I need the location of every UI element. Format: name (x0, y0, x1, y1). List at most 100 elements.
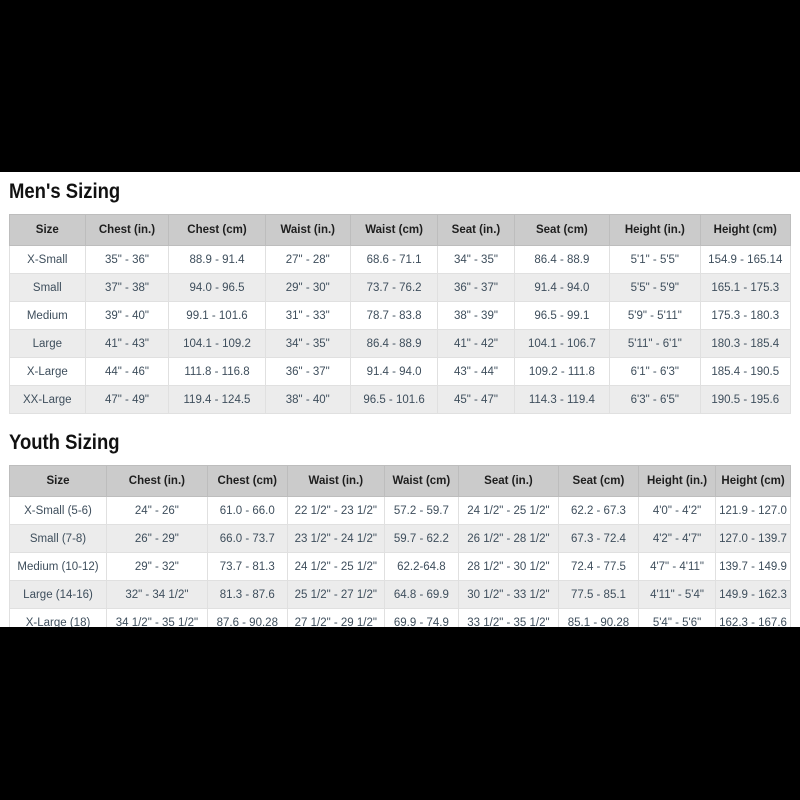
table-cell: 73.7 - 76.2 (349, 273, 439, 302)
header-row: Size Chest (in.) Chest (cm) Waist (in.) Wais… (8, 465, 791, 497)
table-cell: 4'2" - 4'7" (637, 524, 717, 553)
table-row: Medium (10-12) 29" - 32" 73.7 - 81.3 24 1/2… (8, 552, 791, 581)
table-cell: XX-Large (9, 385, 86, 414)
column-header: Waist (in.) (264, 214, 351, 246)
table-cell: 72.4 - 77.5 (557, 552, 639, 581)
table-cell: 77.5 - 85.1 (557, 580, 639, 609)
table-row: X-Small (5-6) 24" - 26" 61.0 - 66.0 22 1/2"… (8, 496, 791, 525)
table-row: XX-Large 47" - 49" 119.4 - 124.5 38" - 40" 9… (9, 385, 792, 414)
table-cell: 24 1/2" - 25 1/2" (286, 552, 385, 581)
column-header: Size (8, 465, 108, 497)
table-cell: 81.3 - 87.6 (206, 580, 288, 609)
table-cell: 91.4 - 94.0 (349, 357, 439, 386)
table-cell: 73.7 - 81.3 (206, 552, 288, 581)
column-header: Seat (in.) (437, 214, 515, 246)
table-cell: 165.1 - 175.3 (699, 273, 792, 302)
table-cell: 5'5" - 5'9" (609, 273, 701, 302)
column-header: Height (in.) (637, 465, 717, 497)
table-cell: 41" - 43" (84, 329, 170, 358)
table-cell: 78.7 - 83.8 (349, 301, 439, 330)
table-cell: 99.1 - 101.6 (168, 301, 266, 330)
table-cell: 28 1/2" - 30 1/2" (457, 552, 559, 581)
table-cell: 29" - 32" (106, 552, 208, 581)
table-cell: 30 1/2" - 33 1/2" (457, 580, 559, 609)
table-cell: X-Small (5-6) (8, 496, 108, 525)
table-cell: 111.8 - 116.8 (168, 357, 266, 386)
table-cell: 109.2 - 111.8 (513, 357, 611, 386)
table-cell: 175.3 - 180.3 (699, 301, 792, 330)
table-cell: 34" - 35" (264, 329, 351, 358)
table-cell: Medium (9, 301, 86, 330)
table-cell: 24" - 26" (106, 496, 208, 525)
column-header: Waist (in.) (286, 465, 385, 497)
table-cell: 139.7 - 149.9 (715, 552, 791, 581)
column-header: Chest (cm) (168, 214, 266, 246)
table-cell: 4'7" - 4'11" (637, 552, 717, 581)
table-cell: 62.2 - 67.3 (557, 496, 639, 525)
table-cell: 94.0 - 96.5 (168, 273, 266, 302)
table-cell: 26" - 29" (106, 524, 208, 553)
top-letterbox-bar (0, 0, 800, 172)
table-cell: 104.1 - 106.7 (513, 329, 611, 358)
table-cell: Small (9, 273, 86, 302)
column-header: Waist (cm) (349, 214, 439, 246)
table-cell: 96.5 - 99.1 (513, 301, 611, 330)
table-row: Medium 39" - 40" 99.1 - 101.6 31" - 33" 78.7… (9, 301, 792, 330)
table-cell: 68.6 - 71.1 (349, 245, 439, 274)
column-header: Chest (cm) (206, 465, 288, 497)
mens-sizing-table: Size Chest (in.) Chest (cm) Waist (in.) Wais… (9, 214, 792, 414)
table-cell: 180.3 - 185.4 (699, 329, 792, 358)
table-cell: 22 1/2" - 23 1/2" (286, 496, 385, 525)
table-cell: 27" - 28" (264, 245, 351, 274)
table-row: Small 37" - 38" 94.0 - 96.5 29" - 30" 73.7 -… (9, 273, 792, 302)
table-cell: 31" - 33" (264, 301, 351, 330)
table-cell: 86.4 - 88.9 (349, 329, 439, 358)
table-cell: 44" - 46" (84, 357, 170, 386)
column-header: Height (cm) (715, 465, 791, 497)
table-cell: 96.5 - 101.6 (349, 385, 439, 414)
table-row: X-Small 35" - 36" 88.9 - 91.4 27" - 28" 68.6… (9, 245, 792, 274)
table-cell: 185.4 - 190.5 (699, 357, 792, 386)
table-cell: 32" - 34 1/2" (106, 580, 208, 609)
table-cell: 104.1 - 109.2 (168, 329, 266, 358)
table-cell: 57.2 - 59.7 (383, 496, 459, 525)
column-header: Seat (in.) (457, 465, 559, 497)
table-cell: 127.0 - 139.7 (715, 524, 791, 553)
table-cell: 41" - 42" (437, 329, 515, 358)
table-cell: 154.9 - 165.14 (699, 245, 792, 274)
column-header: Chest (in.) (106, 465, 208, 497)
table-cell: 66.0 - 73.7 (206, 524, 288, 553)
youth-sizing-table: Size Chest (in.) Chest (cm) Waist (in.) Wais… (8, 465, 791, 637)
bottom-letterbox-bar (0, 627, 800, 800)
table-cell: 38" - 39" (437, 301, 515, 330)
table-cell: 86.4 - 88.9 (513, 245, 611, 274)
table-cell: 5'11" - 6'1" (609, 329, 701, 358)
table-cell: 43" - 44" (437, 357, 515, 386)
table-cell: 36" - 37" (437, 273, 515, 302)
table-cell: 88.9 - 91.4 (168, 245, 266, 274)
column-header: Waist (cm) (383, 465, 459, 497)
table-cell: 39" - 40" (84, 301, 170, 330)
table-cell: 119.4 - 124.5 (168, 385, 266, 414)
table-cell: 29" - 30" (264, 273, 351, 302)
column-header: Height (in.) (609, 214, 701, 246)
table-cell: X-Large (9, 357, 86, 386)
table-cell: X-Small (9, 245, 86, 274)
column-header: Size (9, 214, 86, 246)
sizing-chart-content: Men's Sizing Size Chest (in.) Chest (cm) Wa… (0, 172, 800, 637)
mens-sizing-title: Men's Sizing (9, 180, 121, 203)
table-row: X-Large 44" - 46" 111.8 - 116.8 36" - 37" 91… (9, 357, 792, 386)
column-header: Height (cm) (699, 214, 792, 246)
table-cell: 190.5 - 195.6 (699, 385, 792, 414)
column-header: Chest (in.) (84, 214, 170, 246)
table-cell: 34" - 35" (437, 245, 515, 274)
table-cell: 64.8 - 69.9 (383, 580, 459, 609)
table-cell: 61.0 - 66.0 (206, 496, 288, 525)
table-cell: 4'11" - 5'4" (637, 580, 717, 609)
youth-sizing-title: Youth Sizing (9, 431, 120, 454)
table-cell: 47" - 49" (84, 385, 170, 414)
table-cell: 24 1/2" - 25 1/2" (457, 496, 559, 525)
table-cell: Large (9, 329, 86, 358)
column-header: Seat (cm) (513, 214, 611, 246)
table-cell: 23 1/2" - 24 1/2" (286, 524, 385, 553)
